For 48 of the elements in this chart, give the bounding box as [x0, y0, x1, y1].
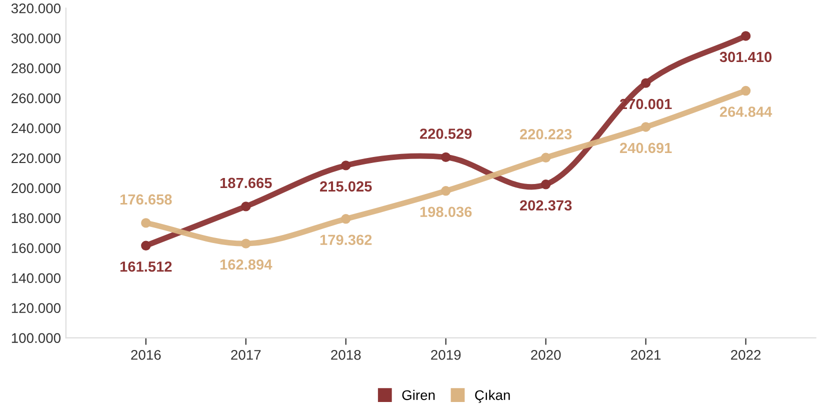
data-label: 215.025 — [320, 181, 372, 192]
y-tick-label: 140.000 — [12, 273, 61, 284]
legend-label: Giren — [402, 390, 435, 400]
x-tick-label: 2021 — [631, 350, 661, 360]
data-label: 264.844 — [720, 106, 772, 117]
y-tick-label: 280.000 — [12, 63, 61, 74]
y-tick-label: 240.000 — [12, 123, 61, 134]
y-tick-label: 100.000 — [12, 333, 61, 343]
point — [640, 122, 651, 132]
data-label: 179.362 — [320, 234, 372, 246]
x-tick-label: 2017 — [231, 350, 261, 360]
point — [440, 152, 451, 162]
data-label: 202.373 — [520, 200, 572, 211]
data-label: 187.665 — [220, 178, 272, 188]
point — [141, 218, 151, 228]
point — [141, 240, 151, 250]
y-tick-label: 200.000 — [12, 183, 61, 194]
point — [740, 31, 751, 41]
y-tick-label: 160.000 — [12, 243, 61, 254]
data-label: 220.223 — [520, 129, 572, 140]
x-tick-label: 2020 — [531, 350, 561, 360]
point — [740, 86, 751, 96]
point — [241, 238, 251, 248]
y-tick-label: 300.000 — [11, 33, 61, 44]
point — [540, 180, 551, 190]
y-tick-label: 220.000 — [12, 153, 61, 164]
data-label: 240.691 — [620, 142, 672, 154]
point — [341, 160, 351, 170]
data-label: 301.410 — [720, 52, 772, 62]
x-tick-label: 2022 — [731, 350, 761, 360]
point — [640, 78, 651, 88]
legend-label: Çıkan — [475, 390, 510, 403]
point — [241, 202, 251, 212]
data-label: 176.658 — [120, 194, 172, 205]
x-tick-label: 2018 — [331, 350, 361, 360]
x-tick-label: 2016 — [131, 350, 161, 360]
point — [440, 186, 451, 196]
y-tick-label: 120.000 — [12, 303, 61, 314]
point — [341, 214, 351, 224]
y-tick-label: 320.000 — [11, 3, 61, 14]
data-label: 162.894 — [220, 259, 272, 270]
y-tick-label: 260.000 — [12, 93, 61, 104]
x-tick-label: 2019 — [431, 350, 461, 360]
point — [540, 152, 551, 163]
data-label: 161.512 — [120, 261, 172, 272]
data-label: 198.036 — [420, 206, 472, 218]
data-label: 220.529 — [420, 128, 472, 139]
y-tick-label: 180.000 — [12, 213, 61, 224]
